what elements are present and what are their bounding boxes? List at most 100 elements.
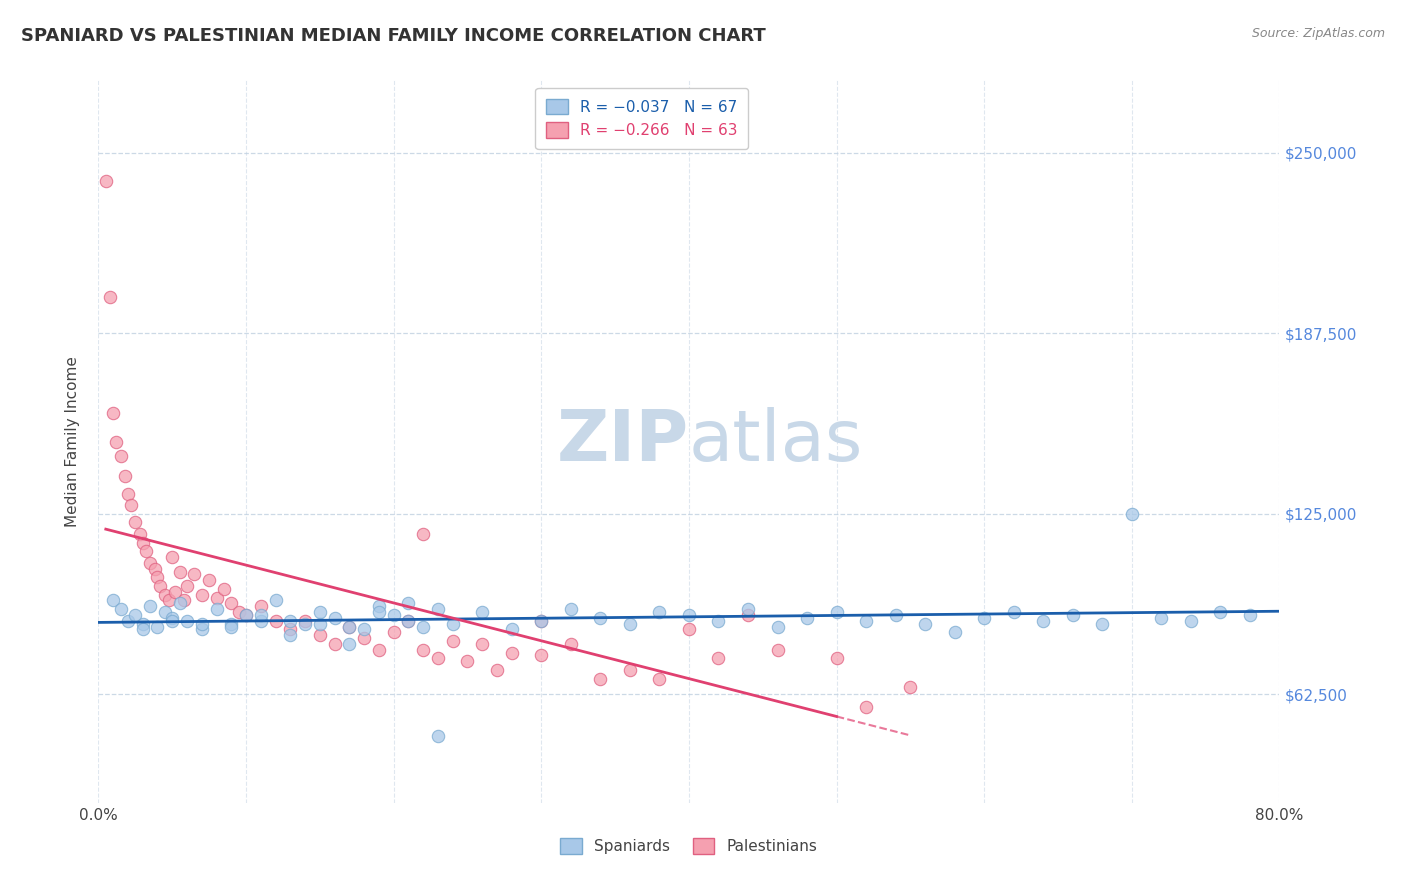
Point	[825, 651, 848, 665]
Point	[766, 642, 789, 657]
Point	[162, 611, 183, 625]
Point	[212, 582, 235, 596]
Point	[264, 593, 287, 607]
Point	[398, 596, 420, 610]
Point	[382, 625, 405, 640]
Point	[486, 663, 509, 677]
Point	[228, 605, 250, 619]
Point	[280, 614, 302, 628]
Point	[205, 591, 228, 605]
Point	[309, 605, 332, 619]
Point	[280, 623, 302, 637]
Point	[427, 651, 450, 665]
Point	[264, 614, 287, 628]
Point	[165, 584, 187, 599]
Point	[501, 646, 523, 660]
Point	[530, 648, 553, 663]
Point	[353, 623, 375, 637]
Point	[441, 616, 464, 631]
Point	[176, 579, 198, 593]
Point	[294, 616, 316, 631]
Point	[139, 599, 162, 614]
Point	[117, 614, 139, 628]
Point	[221, 619, 243, 633]
Point	[368, 599, 391, 614]
Point	[441, 634, 464, 648]
Point	[235, 607, 257, 622]
Point	[110, 449, 132, 463]
Point	[707, 614, 730, 628]
Point	[173, 593, 195, 607]
Point	[221, 596, 243, 610]
Point	[737, 602, 759, 616]
Point	[1121, 507, 1143, 521]
Point	[191, 623, 214, 637]
Point	[1062, 607, 1084, 622]
Point	[153, 588, 176, 602]
Point	[98, 290, 121, 304]
Point	[146, 619, 169, 633]
Point	[368, 642, 391, 657]
Point	[191, 616, 214, 631]
Text: SPANIARD VS PALESTINIAN MEDIAN FAMILY INCOME CORRELATION CHART: SPANIARD VS PALESTINIAN MEDIAN FAMILY IN…	[21, 27, 766, 45]
Point	[146, 570, 169, 584]
Legend: Spaniards, Palestinians: Spaniards, Palestinians	[554, 832, 824, 860]
Point	[412, 642, 434, 657]
Point	[825, 605, 848, 619]
Point	[427, 602, 450, 616]
Point	[619, 663, 641, 677]
Point	[94, 174, 117, 188]
Point	[855, 614, 877, 628]
Point	[128, 527, 150, 541]
Point	[766, 619, 789, 633]
Point	[191, 588, 214, 602]
Point	[619, 616, 641, 631]
Point	[162, 550, 183, 565]
Point	[678, 623, 700, 637]
Point	[1239, 607, 1261, 622]
Point	[124, 607, 146, 622]
Point	[589, 672, 612, 686]
Point	[973, 611, 995, 625]
Point	[114, 469, 136, 483]
Point	[103, 593, 125, 607]
Point	[309, 628, 332, 642]
Point	[589, 611, 612, 625]
Point	[250, 607, 273, 622]
Point	[560, 637, 582, 651]
Point	[1180, 614, 1202, 628]
Point	[368, 605, 391, 619]
Point	[309, 616, 332, 631]
Point	[135, 544, 157, 558]
Text: ZIP: ZIP	[557, 407, 689, 476]
Point	[132, 535, 155, 549]
Point	[176, 614, 198, 628]
Point	[1150, 611, 1173, 625]
Point	[162, 614, 183, 628]
Point	[339, 619, 361, 633]
Point	[183, 567, 205, 582]
Point	[339, 619, 361, 633]
Point	[398, 614, 420, 628]
Point	[412, 619, 434, 633]
Point	[678, 607, 700, 622]
Point	[117, 486, 139, 500]
Point	[427, 729, 450, 743]
Point	[796, 611, 818, 625]
Point	[339, 637, 361, 651]
Point	[250, 599, 273, 614]
Point	[382, 607, 405, 622]
Point	[124, 516, 146, 530]
Point	[103, 406, 125, 420]
Point	[221, 616, 243, 631]
Text: atlas: atlas	[689, 407, 863, 476]
Point	[153, 605, 176, 619]
Point	[1209, 605, 1232, 619]
Point	[471, 637, 494, 651]
Point	[205, 602, 228, 616]
Point	[648, 672, 671, 686]
Point	[900, 680, 922, 694]
Point	[110, 602, 132, 616]
Point	[169, 596, 191, 610]
Y-axis label: Median Family Income: Median Family Income	[65, 356, 80, 527]
